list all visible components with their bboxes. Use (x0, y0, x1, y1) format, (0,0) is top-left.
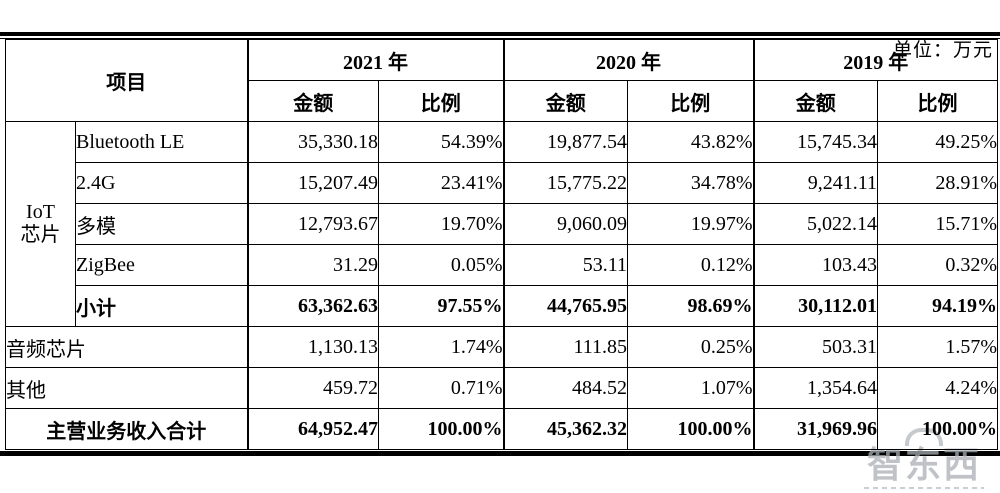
ratio-cell-2020: 19.97% (627, 203, 754, 245)
header-ratio-2019: 比例 (877, 80, 998, 122)
row-label: 2.4G (75, 162, 248, 204)
row-label: 多模 (75, 203, 248, 245)
amount-cell-2021: 63,362.63 (246, 285, 379, 327)
ratio-cell-2020: 34.78% (627, 162, 754, 204)
header-year-2021: 2021 年 (246, 39, 504, 81)
amount-cell-2020: 9,060.09 (502, 203, 628, 245)
top-rule-thick (0, 32, 1000, 36)
header-amount-2021: 金额 (246, 80, 379, 122)
header-amount-2019: 金额 (752, 80, 878, 122)
ratio-cell-2020: 43.82% (627, 121, 754, 163)
amount-cell-2019: 15,745.34 (752, 121, 878, 163)
row-label-total: 主营业务收入合计 (5, 408, 248, 450)
ratio-cell-2021: 0.05% (378, 244, 504, 286)
row-label: 其他 (5, 367, 248, 409)
row-label: Bluetooth LE (75, 121, 248, 163)
ratio-cell-2019: 94.19% (877, 285, 998, 327)
row-label: 小计 (75, 285, 248, 327)
header-year-2020: 2020 年 (502, 39, 754, 81)
table-row-zigbee: ZigBee 31.29 0.05% 53.11 0.12% 103.43 0.… (6, 244, 998, 286)
ratio-cell-2019: 28.91% (877, 162, 998, 204)
ratio-cell-2019: 15.71% (877, 203, 998, 245)
ratio-cell-2020: 100.00% (627, 408, 754, 450)
revenue-table: 项目 2021 年 2020 年 2019 年 金额 比例 金额 比例 金额 比… (5, 39, 998, 450)
ratio-cell-2019: 49.25% (877, 121, 998, 163)
amount-cell-2019: 503.31 (752, 326, 878, 368)
header-amount-2020: 金额 (502, 80, 628, 122)
unit-label: 单位：万元 (892, 40, 993, 61)
ratio-cell-2021: 54.39% (378, 121, 504, 163)
amount-cell-2021: 64,952.47 (246, 408, 379, 450)
ratio-cell-2021: 0.71% (378, 367, 504, 409)
header-ratio-2020: 比例 (627, 80, 754, 122)
amount-cell-2021: 1,130.13 (246, 326, 379, 368)
group-label-line2: 芯片 (20, 224, 61, 246)
amount-cell-2019: 30,112.01 (752, 285, 878, 327)
ratio-cell-2020: 98.69% (627, 285, 754, 327)
amount-cell-2021: 35,330.18 (246, 121, 379, 163)
amount-cell-2021: 459.72 (246, 367, 379, 409)
top-rule-thin (0, 38, 1000, 39)
amount-cell-2020: 15,775.22 (502, 162, 628, 204)
ratio-cell-2020: 0.12% (627, 244, 754, 286)
table-row-subtotal: 小计 63,362.63 97.55% 44,765.95 98.69% 30,… (6, 285, 998, 327)
group-label-iot-chip: IoT 芯片 (5, 121, 76, 327)
ratio-cell-2020: 1.07% (627, 367, 754, 409)
ratio-cell-2019: 4.24% (877, 367, 998, 409)
table-row-others: 其他 459.72 0.71% 484.52 1.07% 1,354.64 4.… (5, 367, 998, 409)
ratio-cell-2021: 23.41% (378, 162, 504, 204)
amount-cell-2021: 15,207.49 (246, 162, 379, 204)
table-row-2-4g: 2.4G 15,207.49 23.41% 15,775.22 34.78% 9… (6, 162, 998, 204)
ratio-cell-2021: 97.55% (378, 285, 504, 327)
header-row-metrics: 金额 比例 金额 比例 金额 比例 (6, 80, 998, 122)
header-row-years: 项目 2021 年 2020 年 2019 年 (5, 39, 998, 122)
row-label: 音频芯片 (5, 326, 248, 368)
ratio-cell-2019: 0.32% (877, 244, 998, 286)
amount-cell-2020: 44,765.95 (502, 285, 628, 327)
table-row-audio-chip: 音频芯片 1,130.13 1.74% 111.85 0.25% 503.31 … (5, 326, 998, 368)
amount-cell-2020: 484.52 (502, 367, 628, 409)
ratio-cell-2021: 19.70% (378, 203, 504, 245)
ratio-cell-2020: 0.25% (627, 326, 754, 368)
amount-cell-2019: 1,354.64 (752, 367, 878, 409)
amount-cell-2020: 45,362.32 (502, 408, 628, 450)
watermark-tagline-bar (864, 487, 984, 489)
table-row-total: 主营业务收入合计 64,952.47 100.00% 45,362.32 100… (5, 408, 998, 450)
header-year-2019: 2019 年 (752, 39, 998, 81)
header-ratio-2021: 比例 (378, 80, 504, 122)
header-item: 项目 (5, 39, 248, 122)
amount-cell-2021: 31.29 (246, 244, 379, 286)
amount-cell-2019: 5,022.14 (752, 203, 878, 245)
amount-cell-2019: 9,241.11 (752, 162, 878, 204)
ratio-cell-2021: 1.74% (378, 326, 504, 368)
table-row-bluetooth-le: IoT 芯片 Bluetooth LE 35,330.18 54.39% 19,… (5, 121, 998, 327)
group-label-line1: IoT (26, 201, 55, 223)
amount-cell-2019: 31,969.96 (752, 408, 878, 450)
amount-cell-2019: 103.43 (752, 244, 878, 286)
amount-cell-2021: 12,793.67 (246, 203, 379, 245)
amount-cell-2020: 111.85 (502, 326, 628, 368)
table-row-multimode: 多模 12,793.67 19.70% 9,060.09 19.97% 5,02… (6, 203, 998, 245)
amount-cell-2020: 19,877.54 (502, 121, 628, 163)
ratio-cell-2019: 100.00% (877, 408, 998, 450)
row-label: ZigBee (75, 244, 248, 286)
ratio-cell-2019: 1.57% (877, 326, 998, 368)
bottom-rule (0, 451, 1000, 456)
ratio-cell-2021: 100.00% (378, 408, 504, 450)
amount-cell-2020: 53.11 (502, 244, 628, 286)
